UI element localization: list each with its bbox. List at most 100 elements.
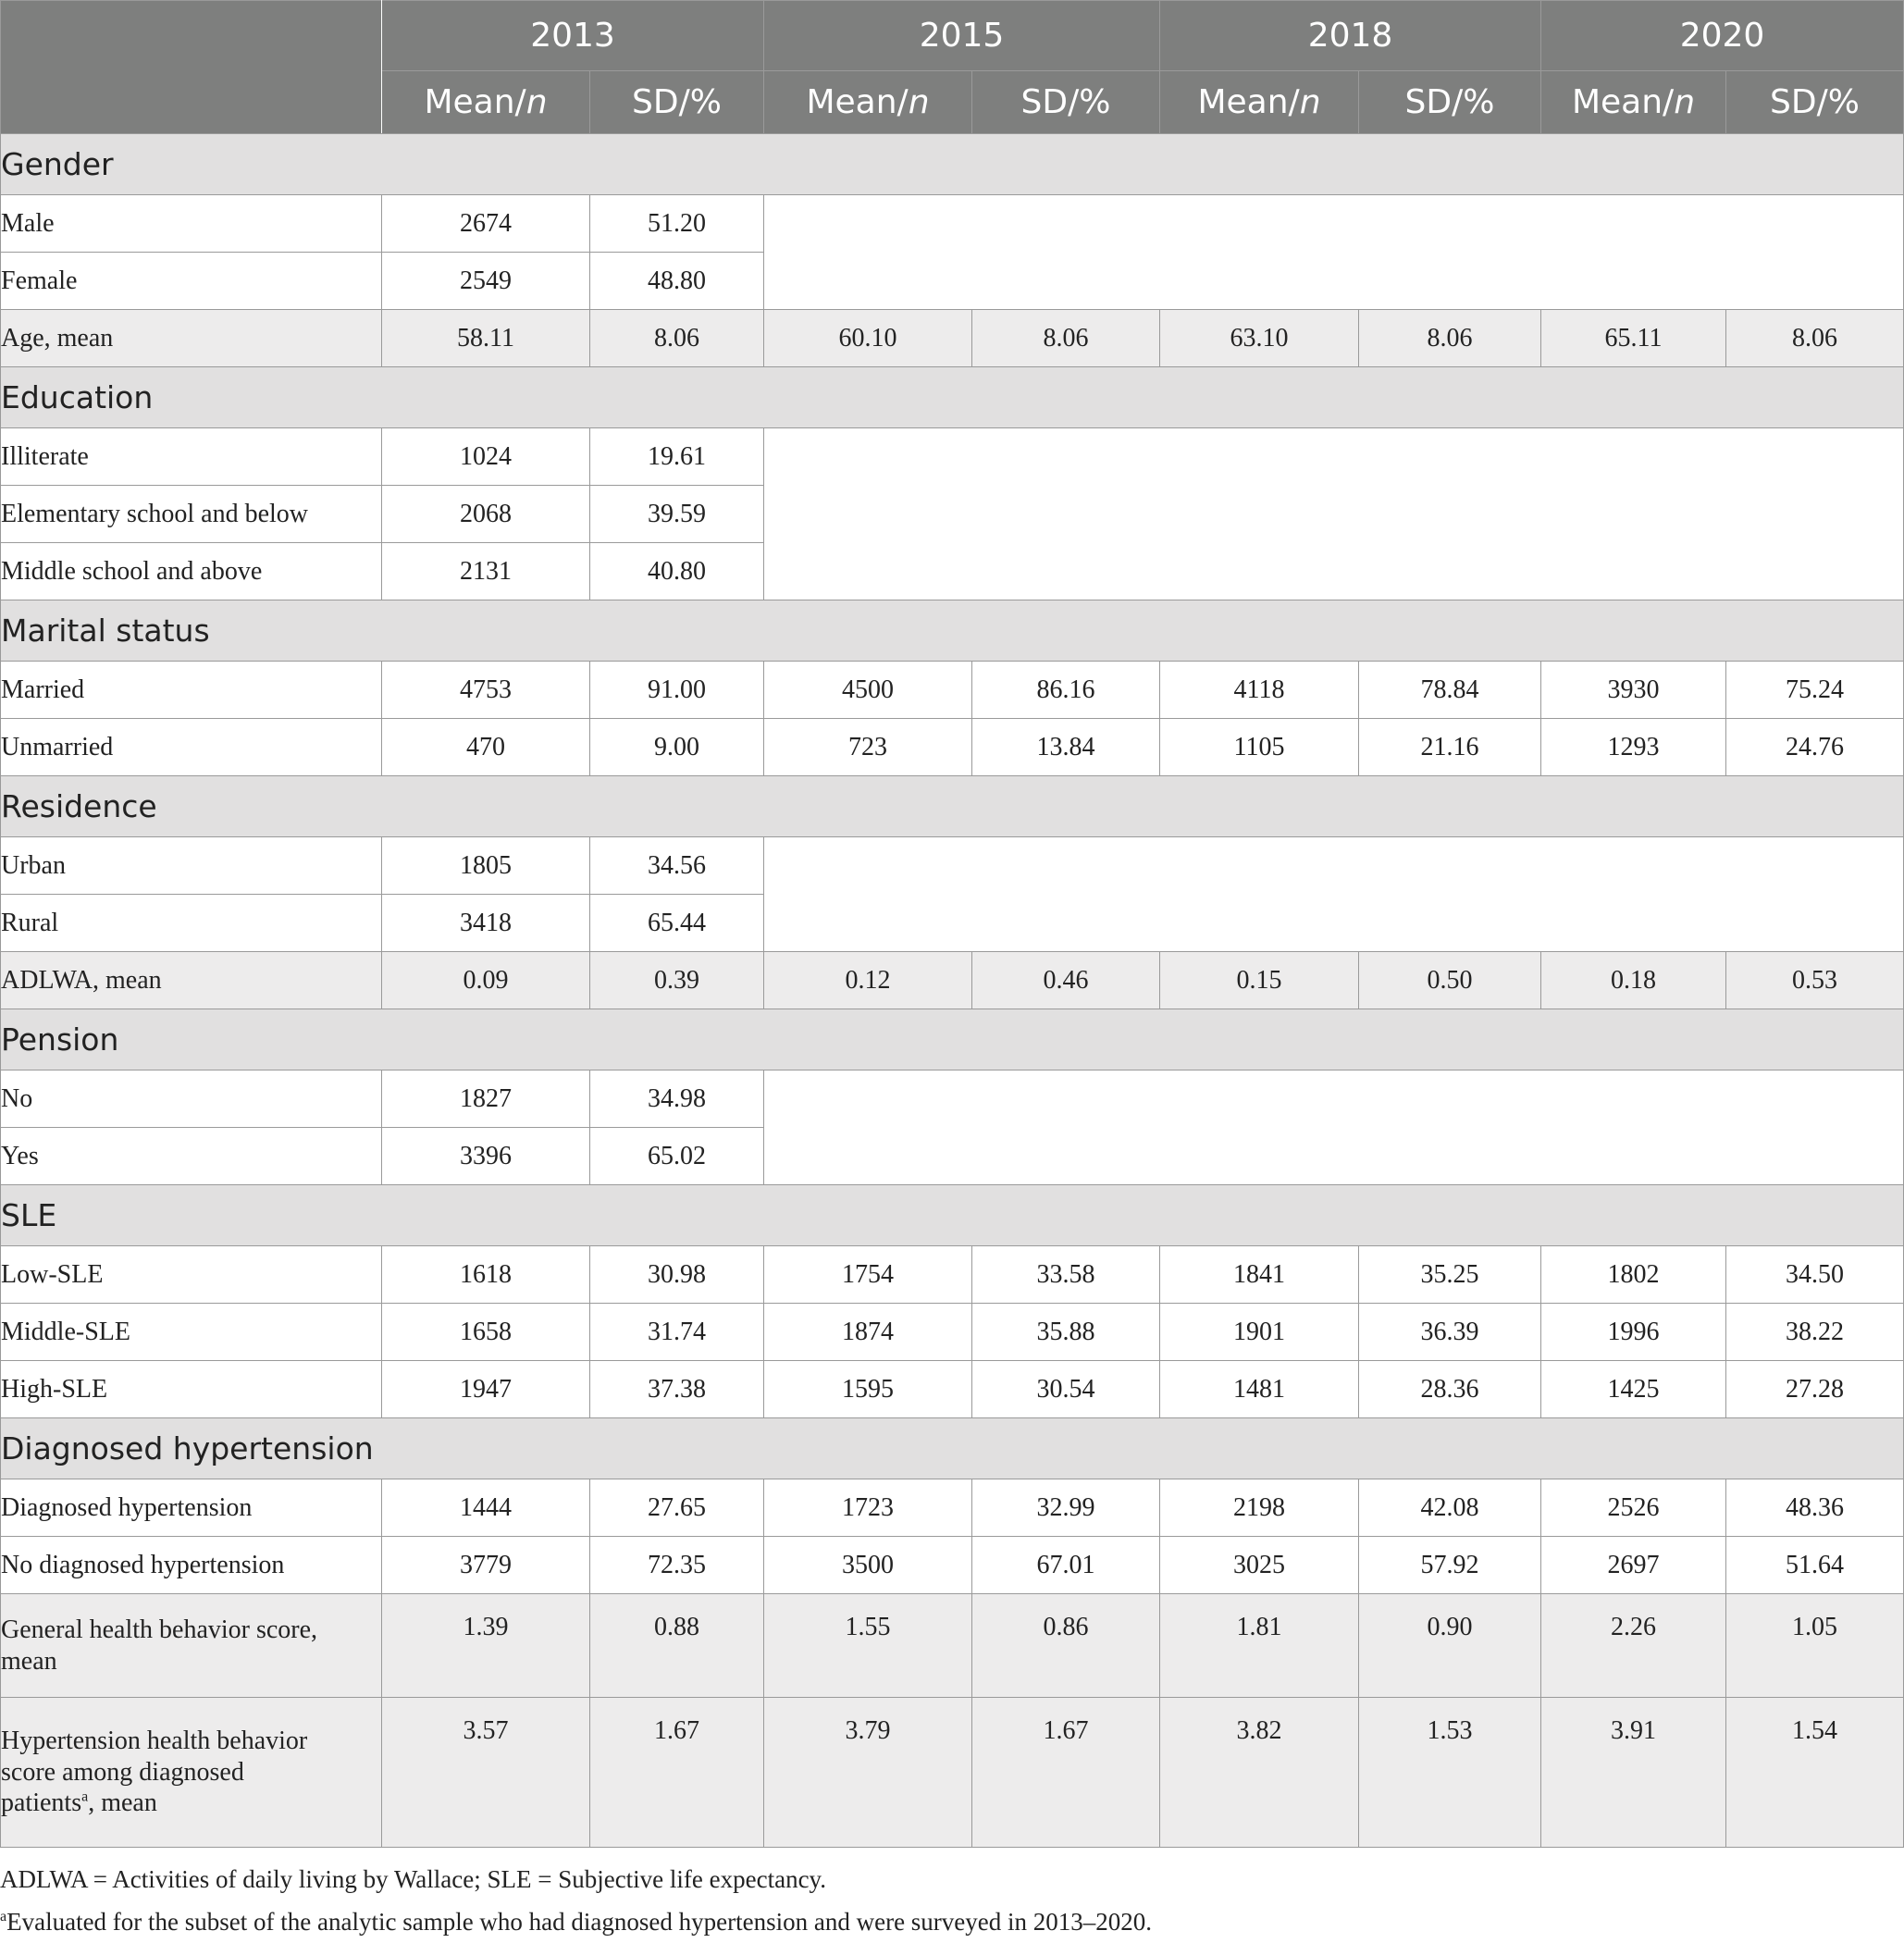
subheader-sd-percent: SD/% bbox=[1725, 70, 1904, 134]
table-row: Yes 3396 65.02 bbox=[0, 1127, 1904, 1185]
cell-value: 1658 bbox=[381, 1303, 590, 1361]
footnote-a: aEvaluated for the subset of the analyti… bbox=[0, 1900, 1152, 1943]
table-row: No diagnosed hypertension 3779 72.35 3500 67… bbox=[0, 1536, 1904, 1594]
cell-value: 24.76 bbox=[1725, 718, 1904, 776]
cell-value: 27.28 bbox=[1725, 1360, 1904, 1418]
subheader-mean-n: Mean/n bbox=[381, 70, 590, 134]
row-label: Middle-SLE bbox=[0, 1303, 382, 1361]
cell-value: 4753 bbox=[381, 661, 590, 719]
cell-value: 8.06 bbox=[1725, 309, 1904, 367]
characteristics-table: 2013 2015 2018 2020 Mean/n SD/% Mean/n SD/%… bbox=[0, 0, 1904, 1848]
cell-value: 3.91 bbox=[1540, 1697, 1726, 1848]
footnote-marker: a bbox=[81, 1788, 89, 1805]
cell-value: 35.88 bbox=[971, 1303, 1160, 1361]
cell-value: 33.58 bbox=[971, 1245, 1160, 1304]
cell-value: 1723 bbox=[763, 1479, 972, 1537]
row-label-text: patients bbox=[1, 1788, 82, 1818]
row-label: Hypertension health behavior score among … bbox=[0, 1697, 382, 1848]
table-row: General health behavior score, mean 1.39 0.… bbox=[0, 1593, 1904, 1698]
section-row: Pension bbox=[0, 1009, 1904, 1071]
cell-value: 51.20 bbox=[589, 194, 764, 253]
cell-value: 1618 bbox=[381, 1245, 590, 1304]
subheader-n-text: n bbox=[908, 83, 930, 121]
section-row: Residence bbox=[0, 775, 1904, 837]
cell-value: 3025 bbox=[1159, 1536, 1359, 1594]
cell-value: 3500 bbox=[763, 1536, 972, 1594]
cell-value: 34.50 bbox=[1725, 1245, 1904, 1304]
empty-cell bbox=[763, 836, 1904, 952]
cell-value: 39.59 bbox=[589, 485, 764, 543]
cell-value: 1.55 bbox=[763, 1593, 972, 1698]
cell-value: 0.90 bbox=[1358, 1593, 1541, 1698]
cell-value: 1.53 bbox=[1358, 1697, 1541, 1848]
subheader-n-text: n bbox=[1299, 83, 1321, 121]
cell-value: 0.39 bbox=[589, 951, 764, 1009]
cell-value: 1595 bbox=[763, 1360, 972, 1418]
subheader-sd-percent: SD/% bbox=[589, 70, 764, 134]
cell-value: 19.61 bbox=[589, 427, 764, 486]
cell-value: 0.88 bbox=[589, 1593, 764, 1698]
cell-value: 2068 bbox=[381, 485, 590, 543]
cell-value: 9.00 bbox=[589, 718, 764, 776]
cell-value: 3.57 bbox=[381, 1697, 590, 1848]
cell-value: 2198 bbox=[1159, 1479, 1359, 1537]
table-row: High-SLE 1947 37.38 1595 30.54 1481 28.36 1425 2… bbox=[0, 1360, 1904, 1418]
cell-value: 60.10 bbox=[763, 309, 972, 367]
subheader-n-text: n bbox=[525, 83, 548, 121]
row-label: Rural bbox=[0, 894, 382, 952]
cell-value: 1.54 bbox=[1725, 1697, 1904, 1848]
row-label: Diagnosed hypertension bbox=[0, 1479, 382, 1537]
row-label-text: , mean bbox=[88, 1788, 157, 1818]
row-label: High-SLE bbox=[0, 1360, 382, 1418]
cell-value: 0.12 bbox=[763, 951, 972, 1009]
cell-value: 51.64 bbox=[1725, 1536, 1904, 1594]
cell-value: 0.46 bbox=[971, 951, 1160, 1009]
cell-value: 13.84 bbox=[971, 718, 1160, 776]
year-header-2018: 2018 bbox=[1159, 0, 1541, 71]
cell-value: 1444 bbox=[381, 1479, 590, 1537]
section-heading: Residence bbox=[0, 775, 1904, 837]
subheader-sd-percent: SD/% bbox=[971, 70, 1160, 134]
cell-value: 1.05 bbox=[1725, 1593, 1904, 1698]
table-footnotes: ADLWA = Activities of daily living by Wa… bbox=[0, 1858, 1152, 1943]
cell-value: 48.80 bbox=[589, 252, 764, 310]
cell-value: 65.02 bbox=[589, 1127, 764, 1185]
cell-value: 0.18 bbox=[1540, 951, 1726, 1009]
row-label: Male bbox=[0, 194, 382, 253]
cell-value: 35.25 bbox=[1358, 1245, 1541, 1304]
cell-value: 8.06 bbox=[589, 309, 764, 367]
cell-value: 2526 bbox=[1540, 1479, 1726, 1537]
cell-value: 2131 bbox=[381, 542, 590, 600]
cell-value: 8.06 bbox=[1358, 309, 1541, 367]
subheader-mean-text: Mean/ bbox=[1197, 83, 1300, 121]
year-header-2020: 2020 bbox=[1540, 0, 1904, 71]
section-row: Diagnosed hypertension bbox=[0, 1417, 1904, 1479]
row-label: Yes bbox=[0, 1127, 382, 1185]
subheader-mean-text: Mean/ bbox=[806, 83, 909, 121]
row-label: Married bbox=[0, 661, 382, 719]
cell-value: 1.39 bbox=[381, 1593, 590, 1698]
cell-value: 36.39 bbox=[1358, 1303, 1541, 1361]
cell-value: 1.81 bbox=[1159, 1593, 1359, 1698]
footnote-a-marker: a bbox=[0, 1909, 7, 1924]
cell-value: 65.11 bbox=[1540, 309, 1726, 367]
subheader-mean-n: Mean/n bbox=[1159, 70, 1359, 134]
row-label: No bbox=[0, 1070, 382, 1128]
subheader-mean-text: Mean/ bbox=[1571, 83, 1675, 121]
footnote-abbreviations: ADLWA = Activities of daily living by Wa… bbox=[0, 1865, 827, 1893]
cell-value: 470 bbox=[381, 718, 590, 776]
cell-value: 1.67 bbox=[971, 1697, 1160, 1848]
cell-value: 1425 bbox=[1540, 1360, 1726, 1418]
cell-value: 0.53 bbox=[1725, 951, 1904, 1009]
table-row: Rural 3418 65.44 bbox=[0, 894, 1904, 952]
row-label: Middle school and above bbox=[0, 542, 382, 600]
cell-value: 1827 bbox=[381, 1070, 590, 1128]
cell-value: 91.00 bbox=[589, 661, 764, 719]
subheader-mean-text: Mean/ bbox=[424, 83, 526, 121]
cell-value: 0.50 bbox=[1358, 951, 1541, 1009]
cell-value: 8.06 bbox=[971, 309, 1160, 367]
table-row: Married 4753 91.00 4500 86.16 4118 78.84 3930 75… bbox=[0, 661, 1904, 719]
section-heading: Diagnosed hypertension bbox=[0, 1417, 1904, 1479]
table-row: Diagnosed hypertension 1444 27.65 1723 32.99… bbox=[0, 1479, 1904, 1537]
cell-value: 21.16 bbox=[1358, 718, 1541, 776]
